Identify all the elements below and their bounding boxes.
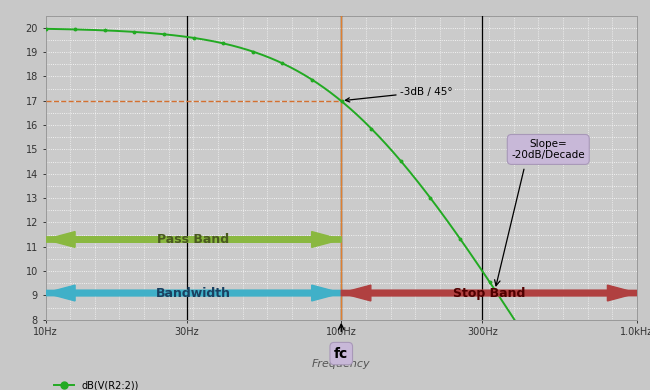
FancyArrow shape — [341, 285, 637, 301]
Legend: dB(V(R2:2)): dB(V(R2:2)) — [50, 376, 143, 390]
Text: fc: fc — [334, 347, 348, 361]
Text: Bandwidth: Bandwidth — [156, 287, 231, 300]
FancyArrow shape — [46, 285, 341, 301]
Text: -3dB / 45°: -3dB / 45° — [345, 87, 453, 102]
Text: Stop Band: Stop Band — [453, 287, 525, 300]
Text: Frequency: Frequency — [312, 359, 370, 369]
Text: Slope=
-20dB/Decade: Slope= -20dB/Decade — [512, 139, 585, 160]
FancyArrow shape — [46, 285, 341, 301]
FancyArrow shape — [46, 232, 341, 247]
FancyArrow shape — [46, 232, 341, 247]
Text: Pass Band: Pass Band — [157, 233, 229, 246]
FancyArrow shape — [341, 285, 637, 301]
